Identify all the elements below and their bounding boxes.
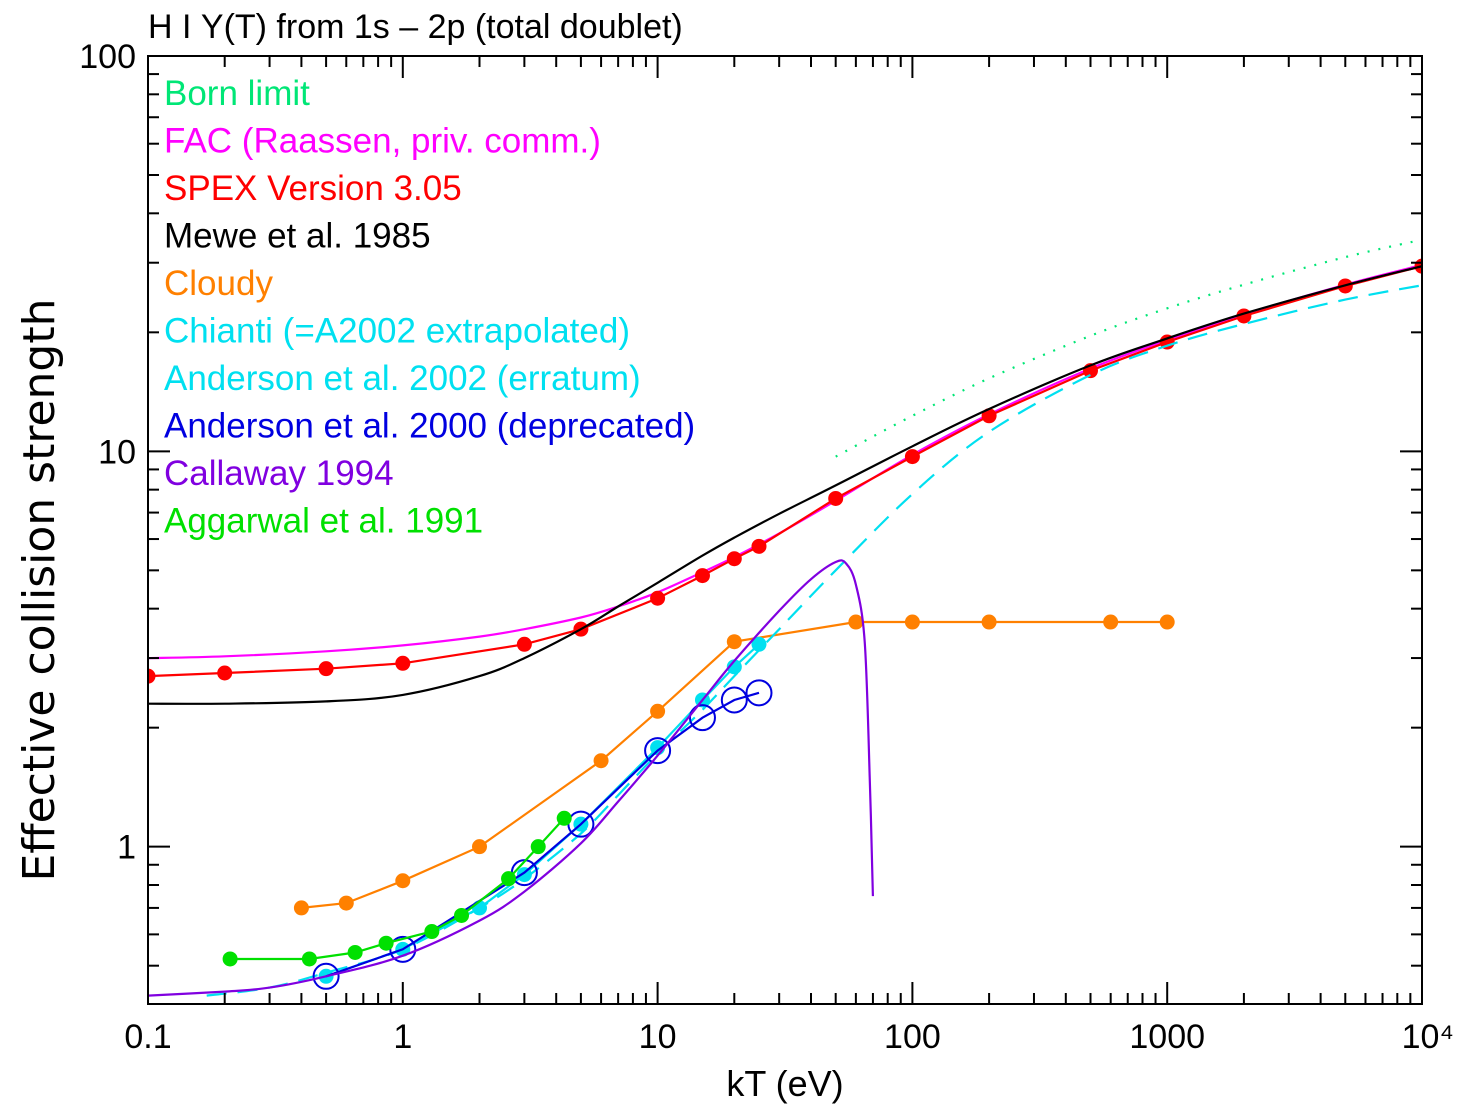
data-point [751,636,767,652]
x-tick-label: 10⁴ [1402,1018,1454,1056]
series-spex-version-3-05 [148,258,1422,684]
legend-entry: Callaway 1994 [164,454,394,493]
data-point [293,900,309,916]
series-mewe-et-al-1985 [148,265,1422,705]
data-point [472,839,488,855]
data-point [516,636,532,652]
data-point [694,568,710,584]
series-callaway-1994 [148,559,874,997]
data-point [904,449,920,465]
data-point [148,668,156,684]
series-line [325,691,760,978]
legend-entry: Aggarwal et al. 1991 [164,502,483,541]
data-point [338,895,354,911]
data-point [501,871,517,887]
data-point [650,590,666,606]
data-point [848,614,864,630]
series-line [325,643,760,978]
y-tick-label: 10 [98,433,136,471]
data-point [688,704,716,732]
x-tick-label: 100 [884,1018,941,1056]
data-point [1103,614,1119,630]
series-anderson-et-al-2000-deprecated [312,679,773,990]
data-point [720,686,748,714]
legend-entry: FAC (Raassen, priv. comm.) [164,122,601,161]
legend-entry: Anderson et al. 2000 (deprecated) [164,407,695,446]
data-point [981,408,997,424]
y-tick-label: 1 [117,829,136,867]
series-aggarwal-et-al-1991 [222,810,572,967]
data-point [454,907,470,923]
series-anderson-et-al-2002-erratum [318,636,767,984]
tick-labels-layer: 0.1 1 10 100 1000 10⁴ 1 10 100 [79,38,1454,1056]
y-axis-label: Effective collision strength [14,299,65,882]
data-point [347,944,363,960]
plot-frame [147,55,1423,1005]
data-point [751,538,767,554]
legend-entry: SPEX Version 3.05 [164,169,462,208]
data-point [593,753,609,769]
legend-entry: Anderson et al. 2002 (erratum) [164,359,641,398]
x-tick-label: 1 [393,1018,412,1056]
data-point [217,665,233,681]
data-point [301,951,317,967]
legend-entry: Cloudy [164,264,273,303]
ticks-layer [147,55,1423,1005]
data-point [530,839,546,855]
series-born-limit [835,238,1422,458]
data-point [318,661,334,677]
data-point [312,962,340,990]
x-tick-label: 0.1 [124,1018,171,1056]
y-tick-label: 100 [79,38,136,76]
data-point [1159,614,1175,630]
data-point [222,951,238,967]
series-line [148,265,1422,678]
data-point [650,703,666,719]
data-point [745,679,773,707]
x-tick-label: 10 [639,1018,677,1056]
series-line [148,559,874,997]
data-point [726,659,742,675]
data-point [424,924,440,940]
data-point [726,634,742,650]
x-axis-label: kT (eV) [726,1063,843,1104]
data-point [556,810,572,826]
series-line [835,238,1422,458]
legend-entry: Mewe et al. 1985 [164,217,431,256]
series-line [148,265,1422,705]
legend-entry: Born limit [164,74,310,113]
data-point [726,551,742,567]
data-point [828,490,844,506]
series-line [301,620,1168,909]
legend-entry: Chianti (=A2002 extrapolated) [164,312,630,351]
legend: Born limit FAC (Raassen, priv. comm.) SPEX… [164,74,695,541]
data-point [904,614,920,630]
data-point [395,873,411,889]
x-tick-label: 1000 [1129,1018,1205,1056]
data-point [378,935,394,951]
data-point [981,614,997,630]
chart-title: H I Υ(T) from 1s – 2p (total doublet) [148,8,683,46]
data-point [644,737,672,765]
data-point [395,655,411,671]
series-layer [148,238,1422,997]
series-cloudy [293,614,1175,916]
